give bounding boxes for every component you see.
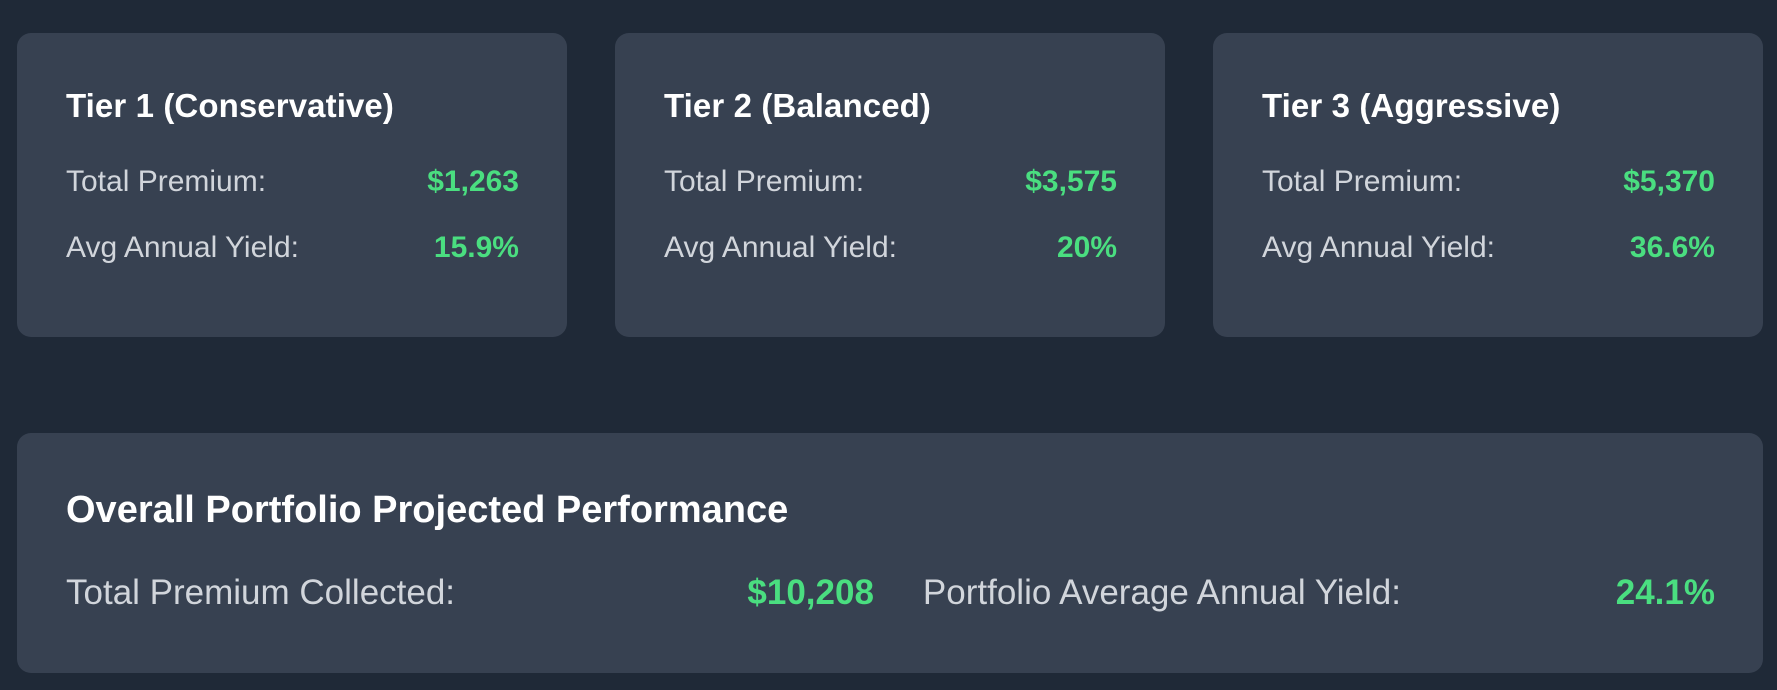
avg-annual-yield-value: 36.6% — [1629, 231, 1715, 264]
overall-portfolio-card: Overall Portfolio Projected Performance … — [17, 433, 1763, 673]
overall-stats-row: Total Premium Collected: $10,208 Portfol… — [66, 575, 1715, 610]
total-premium-row: Total Premium: $5,370 — [1262, 167, 1715, 197]
avg-annual-yield-row: Avg Annual Yield: 20% — [664, 233, 1117, 263]
avg-annual-yield-row: Avg Annual Yield: 36.6% — [1262, 233, 1715, 263]
total-premium-value: $1,263 — [427, 165, 519, 198]
portfolio-avg-yield-value: 24.1% — [1615, 573, 1715, 612]
total-premium-collected-label: Total Premium Collected: — [66, 573, 456, 612]
portfolio-avg-yield-label: Portfolio Average Annual Yield: — [922, 573, 1401, 612]
portfolio-avg-yield-stat: Portfolio Average Annual Yield: 24.1% — [923, 575, 1715, 610]
total-premium-value: $5,370 — [1623, 165, 1715, 198]
total-premium-label: Total Premium: — [1262, 165, 1463, 198]
total-premium-collected-value: $10,208 — [747, 573, 874, 612]
overall-portfolio-title: Overall Portfolio Projected Performance — [66, 489, 789, 531]
tier-title: Tier 1 (Conservative) — [66, 87, 394, 124]
avg-annual-yield-label: Avg Annual Yield: — [66, 231, 299, 264]
total-premium-label: Total Premium: — [664, 165, 865, 198]
avg-annual-yield-label: Avg Annual Yield: — [1262, 231, 1495, 264]
total-premium-row: Total Premium: $3,575 — [664, 167, 1117, 197]
avg-annual-yield-value: 20% — [1056, 231, 1117, 264]
avg-annual-yield-label: Avg Annual Yield: — [664, 231, 897, 264]
tier-card-aggressive: Tier 3 (Aggressive) Total Premium: $5,37… — [1213, 33, 1763, 337]
tier-card-conservative: Tier 1 (Conservative) Total Premium: $1,… — [17, 33, 567, 337]
total-premium-collected-stat: Total Premium Collected: $10,208 — [66, 575, 874, 610]
tier-title: Tier 3 (Aggressive) — [1262, 87, 1561, 124]
avg-annual-yield-row: Avg Annual Yield: 15.9% — [66, 233, 519, 263]
total-premium-label: Total Premium: — [66, 165, 267, 198]
tier-title: Tier 2 (Balanced) — [664, 87, 932, 124]
tier-card-balanced: Tier 2 (Balanced) Total Premium: $3,575 … — [615, 33, 1165, 337]
total-premium-row: Total Premium: $1,263 — [66, 167, 519, 197]
total-premium-value: $3,575 — [1025, 165, 1117, 198]
avg-annual-yield-value: 15.9% — [433, 231, 519, 264]
